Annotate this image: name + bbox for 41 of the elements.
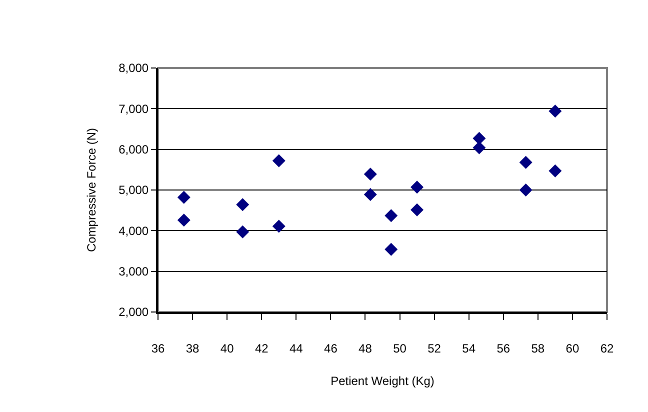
x-tick-label: 36: [151, 341, 165, 356]
x-tick-label: 42: [254, 341, 269, 356]
x-tick-label: 38: [186, 341, 200, 356]
point: [384, 242, 398, 256]
point: [272, 154, 286, 168]
point: [236, 225, 250, 238]
point: [177, 214, 190, 227]
x-tick-label: 50: [393, 341, 407, 356]
x-tick-label: 40: [220, 341, 234, 356]
x-tick-label: 60: [566, 341, 580, 356]
x-tick-label: 62: [600, 341, 614, 356]
point: [472, 132, 486, 145]
point: [548, 164, 562, 178]
point: [177, 190, 190, 204]
point: [472, 141, 486, 154]
y-tick-label: 7,000: [118, 102, 149, 116]
point: [410, 203, 424, 216]
y-tick-label: 3,000: [118, 264, 149, 279]
y-tick-label: 2,000: [118, 305, 149, 320]
point: [519, 184, 532, 196]
y-tick-label: 5,000: [118, 183, 149, 198]
y-tick-label: 6,000: [118, 142, 149, 157]
y-axis-title: Compressive Force (N): [84, 128, 98, 252]
point: [410, 180, 424, 194]
x-tick-label: 58: [531, 341, 545, 356]
point: [364, 188, 377, 201]
point: [236, 198, 250, 212]
y-tick-label: 8,000: [118, 61, 149, 76]
point: [519, 156, 532, 169]
x-tick-label: 44: [289, 341, 304, 356]
y-tick-label: 4,000: [118, 224, 149, 238]
point: [548, 104, 562, 118]
point: [364, 168, 377, 181]
x-tick-label: 54: [462, 341, 476, 356]
point: [272, 220, 286, 233]
x-axis-title: Petient Weight (Kg): [330, 374, 434, 388]
x-tick-label: 52: [428, 341, 442, 356]
point: [384, 209, 398, 222]
x-tick-label: 46: [324, 341, 338, 356]
x-tick-label: 56: [496, 341, 510, 356]
x-tick-label: 48: [358, 341, 372, 356]
